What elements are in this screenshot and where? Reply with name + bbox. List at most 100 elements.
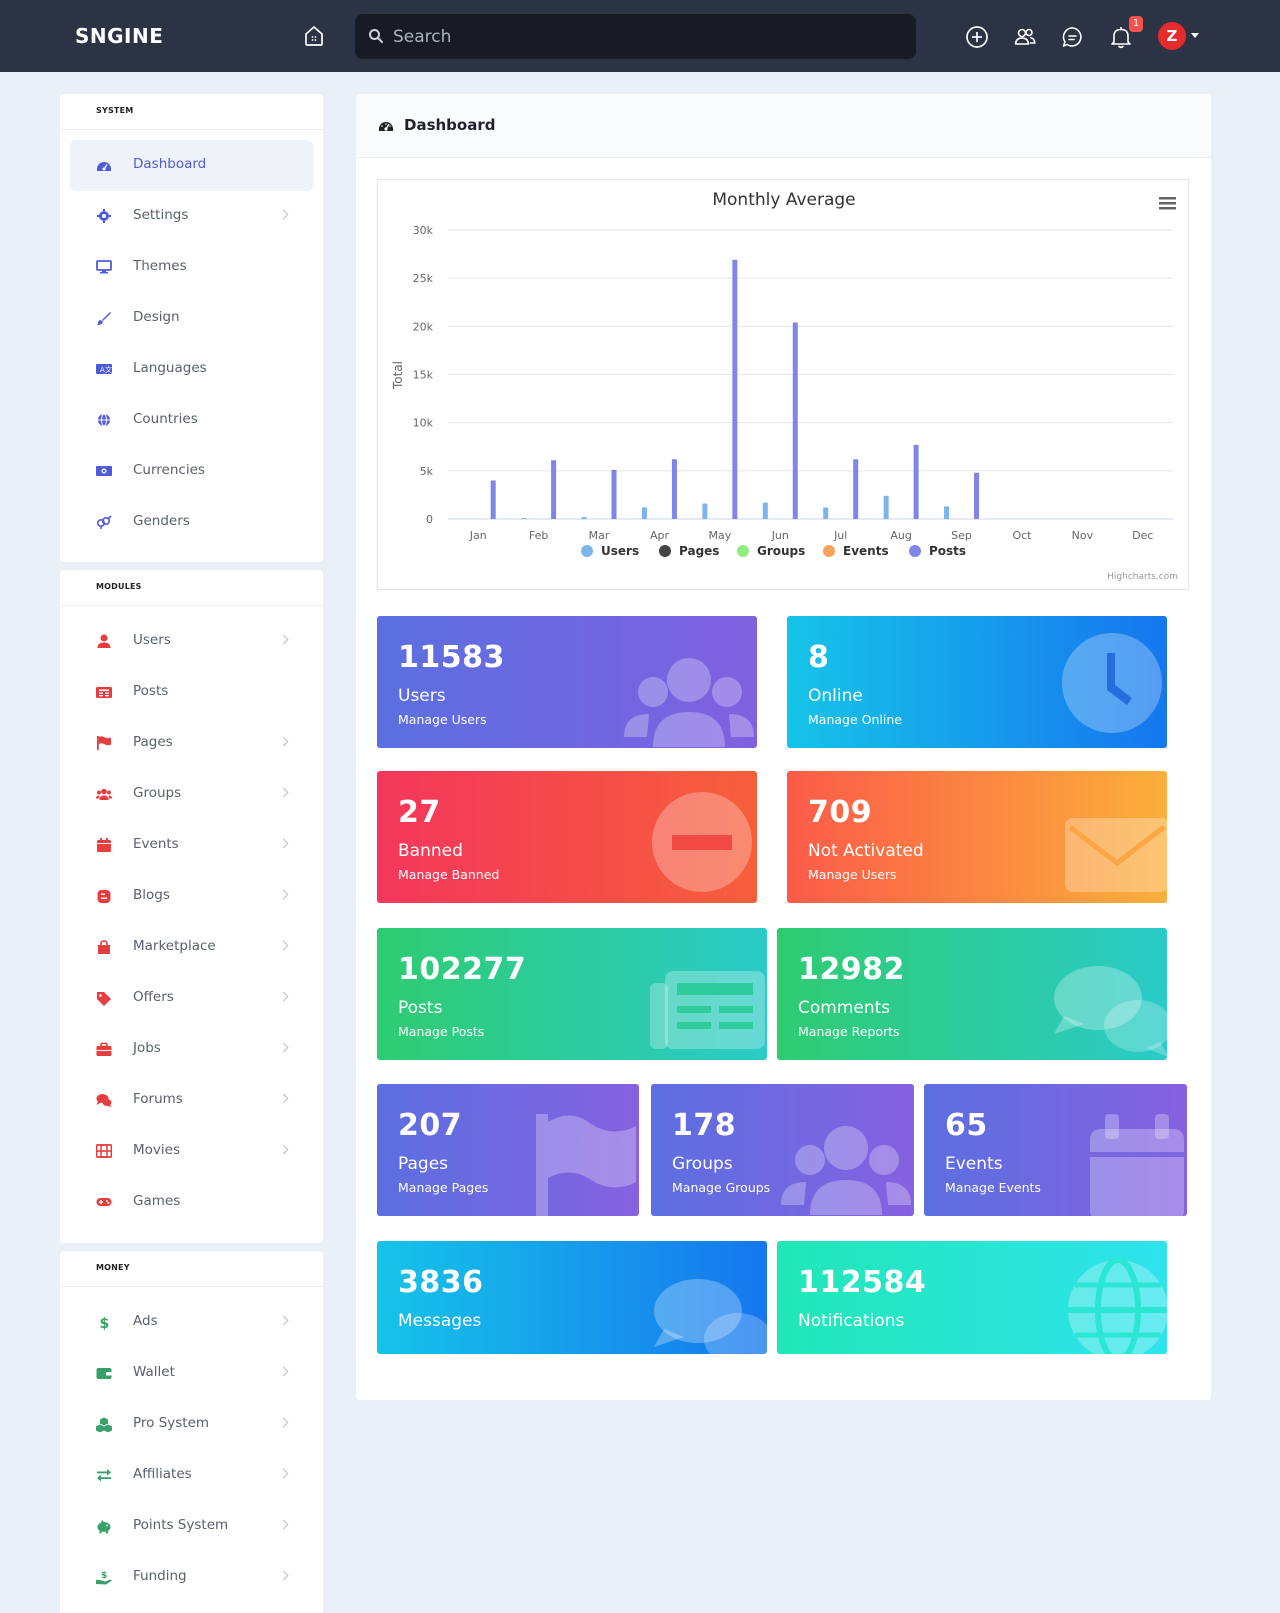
- sidebar-item-events[interactable]: Events: [70, 820, 313, 871]
- users-icon: [776, 1120, 914, 1216]
- sidebar-item-points-system[interactable]: Points System: [70, 1501, 313, 1552]
- chart-xtick-label: Feb: [529, 529, 548, 542]
- stat-tile-events[interactable]: 65 Events Manage Events: [924, 1084, 1187, 1216]
- create-icon[interactable]: [964, 24, 990, 50]
- sidebar-item-label: Users: [133, 632, 171, 648]
- chart-bar: [913, 444, 919, 519]
- stat-tile-not-activated[interactable]: 709 Not Activated Manage Users: [787, 771, 1167, 903]
- sidebar-item-design[interactable]: Design: [70, 293, 313, 344]
- chevron-down-icon[interactable]: [1191, 33, 1199, 38]
- home-icon[interactable]: [302, 24, 326, 48]
- sidebar-item-groups[interactable]: Groups: [70, 769, 313, 820]
- chart-legend-item: Posts: [929, 544, 966, 558]
- sidebar-item-genders[interactable]: Genders: [70, 497, 313, 548]
- sidebar-item-settings[interactable]: Settings: [70, 191, 313, 242]
- sidebar-item-movies[interactable]: Movies: [70, 1126, 313, 1177]
- sidebar-item-label: Affiliates: [133, 1466, 192, 1482]
- stat-value: 207: [398, 1108, 463, 1143]
- chevron-right-icon: [278, 1519, 289, 1530]
- stat-manage-link[interactable]: Manage Users: [808, 867, 897, 882]
- stat-tile-posts[interactable]: 102277 Posts Manage Posts: [377, 928, 767, 1060]
- sidebar-item-currencies[interactable]: Currencies: [70, 446, 313, 497]
- sidebar-item-games[interactable]: Games: [70, 1177, 313, 1228]
- sidebar-item-dashboard[interactable]: Dashboard: [70, 140, 313, 191]
- stat-tile-notifications[interactable]: 112584 Notifications: [777, 1241, 1167, 1354]
- stat-value: 12982: [798, 952, 905, 987]
- sidebar-item-affiliates[interactable]: Affiliates: [70, 1450, 313, 1501]
- sidebar-item-pro-system[interactable]: Pro System: [70, 1399, 313, 1450]
- stat-manage-link[interactable]: Manage Pages: [398, 1180, 489, 1195]
- chart-ytick-label: 15k: [413, 369, 434, 382]
- sidebar-item-languages[interactable]: A 文 Languages: [70, 344, 313, 395]
- sidebar-item-marketplace[interactable]: Marketplace: [70, 922, 313, 973]
- sidebar-modules-panel: MODULES Users Posts Pages Groups Events Blogs…: [60, 570, 323, 1243]
- users-icon: [96, 787, 112, 801]
- chart-ytick-label: 5k: [420, 465, 434, 478]
- chart-xtick-label: Sep: [951, 529, 972, 542]
- svg-text:A: A: [100, 366, 105, 374]
- stat-manage-link[interactable]: Manage Banned: [398, 867, 500, 882]
- stat-tile-online[interactable]: 8 Online Manage Online: [787, 616, 1167, 748]
- chart-xtick-label: Oct: [1012, 529, 1032, 542]
- search-box[interactable]: [355, 14, 916, 59]
- logo[interactable]: SNGINE: [75, 24, 164, 48]
- avatar[interactable]: Z: [1158, 22, 1186, 50]
- dashboard-card: Dashboard Monthly Average 0 5k 10k 15k 20k 25k…: [356, 94, 1211, 1400]
- messages-icon[interactable]: [1060, 24, 1086, 50]
- stat-value: 112584: [798, 1265, 927, 1300]
- chevron-right-icon: [278, 838, 289, 849]
- monthly-average-chart: Monthly Average 0 5k 10k 15k 20k 25k 30k Total Ja…: [377, 179, 1189, 590]
- stat-tile-comments[interactable]: 12982 Comments Manage Reports: [777, 928, 1167, 1060]
- chart-legend-marker: [823, 545, 835, 557]
- stat-tile-groups[interactable]: 178 Groups Manage Groups: [651, 1084, 914, 1216]
- stat-tile-banned[interactable]: 27 Banned Manage Banned: [377, 771, 757, 903]
- chart-menu-icon[interactable]: [1159, 197, 1176, 210]
- stat-value: 102277: [398, 952, 527, 987]
- search-input[interactable]: [389, 14, 899, 59]
- friends-icon[interactable]: [1012, 24, 1038, 50]
- sidebar-item-pages[interactable]: Pages: [70, 718, 313, 769]
- sidebar-item-ads[interactable]: $ Ads: [70, 1297, 313, 1348]
- sidebar-item-countries[interactable]: Countries: [70, 395, 313, 446]
- stat-manage-link[interactable]: Manage Events: [945, 1180, 1041, 1195]
- chevron-right-icon: [278, 1366, 289, 1377]
- stat-title: Messages: [398, 1311, 482, 1331]
- stat-manage-link[interactable]: Manage Users: [398, 712, 487, 727]
- sidebar-item-label: Groups: [133, 785, 182, 801]
- chart-bar: [853, 459, 859, 519]
- sidebar-item-themes[interactable]: Themes: [70, 242, 313, 293]
- chevron-right-icon: [278, 1144, 289, 1155]
- sidebar-item-forums[interactable]: Forums: [70, 1075, 313, 1126]
- sidebar-item-blogs[interactable]: Blogs: [70, 871, 313, 922]
- notifications-badge: 1: [1129, 16, 1143, 32]
- stat-title: Online: [808, 686, 863, 706]
- stat-manage-link[interactable]: Manage Posts: [398, 1024, 485, 1039]
- stat-manage-link[interactable]: Manage Groups: [672, 1180, 771, 1195]
- bell-icon[interactable]: [1108, 24, 1134, 50]
- sidebar-item-jobs[interactable]: Jobs: [70, 1024, 313, 1075]
- shopping-bag-icon: [96, 940, 112, 954]
- chart-legend-item: Events: [843, 544, 889, 558]
- stat-manage-link[interactable]: Manage Online: [808, 712, 902, 727]
- sidebar-item-wallet[interactable]: Wallet: [70, 1348, 313, 1399]
- clock-icon: [1057, 628, 1167, 742]
- stat-title: Pages: [398, 1154, 449, 1174]
- sidebar-item-offers[interactable]: Offers: [70, 973, 313, 1024]
- sidebar-item-users[interactable]: Users: [70, 616, 313, 667]
- stat-title: Not Activated: [808, 841, 924, 861]
- sidebar-item-funding[interactable]: $ Funding: [70, 1552, 313, 1603]
- stat-tile-users[interactable]: 11583 Users Manage Users: [377, 616, 757, 748]
- stat-manage-link[interactable]: Manage Reports: [798, 1024, 900, 1039]
- chevron-right-icon: [278, 1417, 289, 1428]
- chart-bar: [792, 322, 798, 519]
- chart-bar: [702, 503, 708, 519]
- sidebar-item-label: Countries: [133, 411, 198, 427]
- sidebar-item-posts[interactable]: Posts: [70, 667, 313, 718]
- chevron-right-icon: [278, 634, 289, 645]
- sidebar-item-label: Posts: [133, 683, 169, 699]
- stat-title: Comments: [798, 998, 891, 1018]
- sidebar-item-label: Settings: [133, 207, 189, 223]
- stat-tile-messages[interactable]: 3836 Messages: [377, 1241, 767, 1354]
- stat-tile-pages[interactable]: 207 Pages Manage Pages: [377, 1084, 639, 1216]
- sidebar-item-label: Design: [133, 309, 180, 325]
